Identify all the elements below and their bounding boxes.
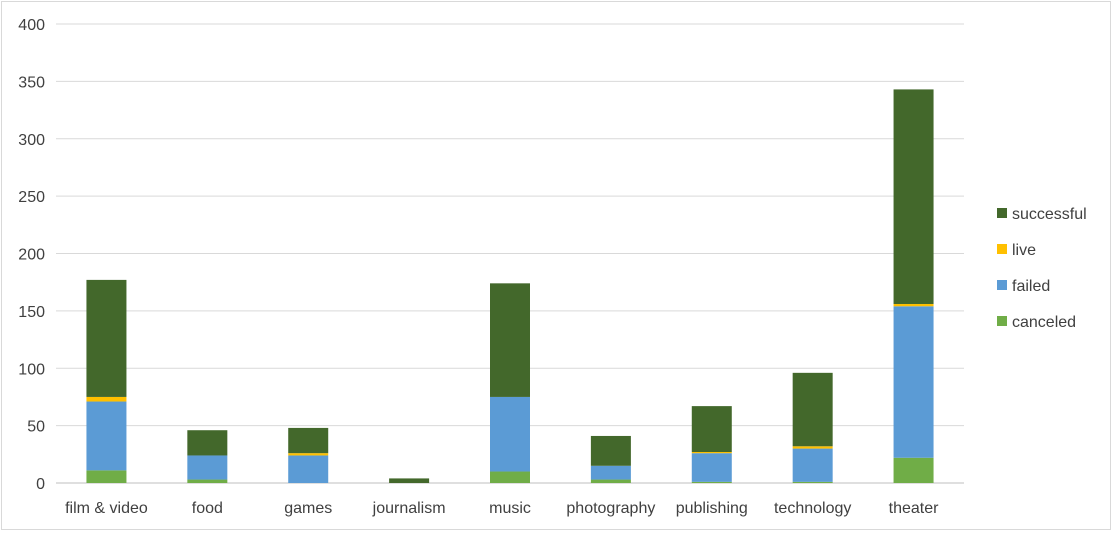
bar-stack-film-video <box>86 279 127 483</box>
y-tick-label-300: 300 <box>18 132 45 149</box>
x-tick-label: technology <box>774 500 851 517</box>
x-tick-label: food <box>192 500 223 517</box>
bar-stack-games <box>288 427 329 483</box>
bar-canceled <box>691 481 732 483</box>
x-tick-label: journalism <box>372 500 446 517</box>
y-tick-label-100: 100 <box>18 361 45 378</box>
bar-canceled <box>893 457 934 483</box>
bar-successful <box>691 406 732 453</box>
bar-successful <box>490 283 530 397</box>
bar-successful <box>792 372 833 447</box>
bar-stack-journalism <box>389 478 430 483</box>
bar-live <box>86 396 127 402</box>
legend-label-canceled: canceled <box>1012 314 1076 331</box>
x-tick-label: photography <box>566 500 655 517</box>
legend-label-successful: successful <box>1012 206 1087 223</box>
bar-stack-music <box>490 283 530 483</box>
x-tick-label: music <box>489 500 531 517</box>
bar-canceled <box>86 470 127 483</box>
bar-successful <box>187 430 228 456</box>
y-axis-tick-labels: 0 50 100 150 200 250 300 350 400 <box>18 17 45 493</box>
y-tick-label-0: 0 <box>36 476 45 493</box>
x-tick-label: publishing <box>676 500 748 517</box>
bar-successful <box>893 89 934 304</box>
y-tick-label-50: 50 <box>27 419 45 436</box>
bar-stacks <box>86 89 934 483</box>
bar-successful <box>389 478 430 483</box>
bar-stack-theater <box>893 89 934 483</box>
bar-successful <box>86 279 127 397</box>
bar-canceled <box>187 479 228 483</box>
bar-live <box>691 452 732 454</box>
legend-swatch-live <box>997 244 1007 254</box>
y-tick-label-200: 200 <box>18 247 45 264</box>
bar-successful <box>288 427 329 454</box>
bar-failed <box>187 455 228 480</box>
legend-swatch-failed <box>997 280 1007 290</box>
bar-canceled <box>490 471 530 483</box>
bar-failed <box>288 455 329 483</box>
y-tick-label-250: 250 <box>18 189 45 206</box>
bar-live <box>893 303 934 307</box>
legend-label-failed: failed <box>1012 278 1050 295</box>
y-tick-label-350: 350 <box>18 74 45 91</box>
bar-failed <box>792 448 833 482</box>
bar-stack-publishing <box>691 406 732 483</box>
x-axis-tick-labels: film & video food games journalism music phot… <box>65 500 939 517</box>
legend-swatch-successful <box>997 208 1007 218</box>
bar-stack-technology <box>792 372 833 483</box>
bar-failed <box>691 453 732 482</box>
bar-stack-food <box>187 430 228 483</box>
bar-successful <box>590 435 631 466</box>
bar-failed <box>590 465 631 480</box>
bar-failed <box>893 306 934 458</box>
y-tick-label-150: 150 <box>18 304 45 321</box>
bar-failed <box>490 396 530 472</box>
x-tick-label: games <box>284 500 332 517</box>
bar-canceled <box>792 481 833 483</box>
bar-live <box>792 446 833 449</box>
legend-label-live: live <box>1012 242 1036 259</box>
bar-live <box>288 453 329 456</box>
bar-canceled <box>590 479 631 483</box>
bar-stack-photography <box>590 435 631 483</box>
x-tick-label: film & video <box>65 500 148 517</box>
legend: successful live failed canceled <box>997 206 1087 331</box>
y-tick-label-400: 400 <box>18 17 45 34</box>
bar-failed <box>86 401 127 471</box>
x-tick-label: theater <box>889 500 939 517</box>
legend-swatch-canceled <box>997 316 1007 326</box>
